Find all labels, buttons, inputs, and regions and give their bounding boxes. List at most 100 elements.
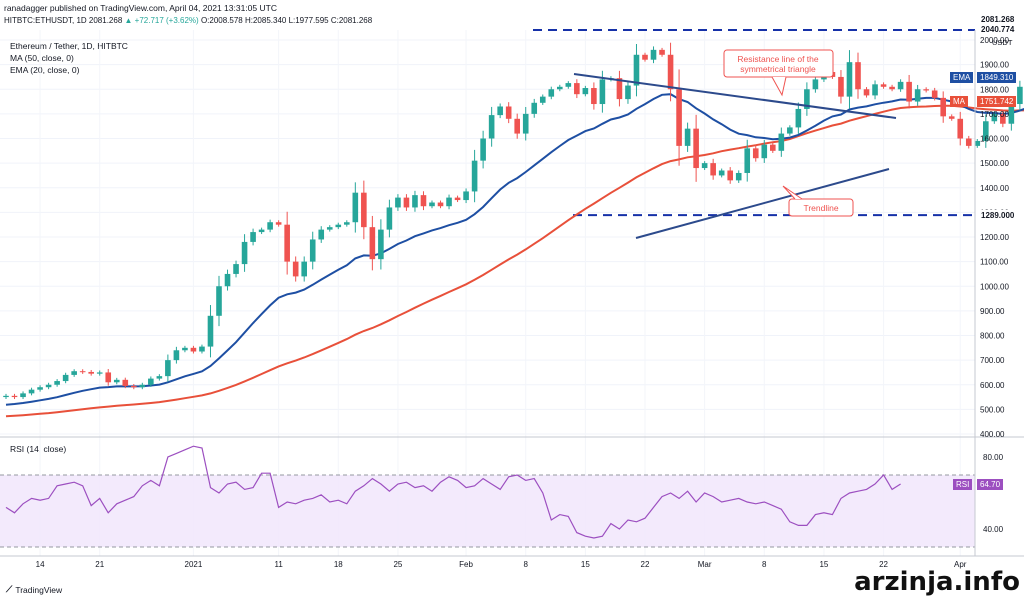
candle-body	[3, 395, 9, 398]
price-tick-label: 700.00	[980, 356, 1005, 365]
candle	[148, 376, 154, 387]
candle	[182, 345, 188, 353]
candle	[395, 194, 401, 211]
candle	[965, 135, 972, 149]
candle	[403, 194, 410, 211]
candle	[241, 234, 248, 272]
candle-body	[548, 89, 555, 97]
candle-body	[514, 118, 520, 134]
candle	[863, 87, 870, 98]
candle	[727, 167, 733, 184]
price-tick-label: 1000.00	[980, 282, 1009, 291]
candle-body	[838, 76, 844, 97]
ema-legend[interactable]: EMA (20, close, 0)	[10, 65, 80, 75]
time-tick-label: 18	[334, 560, 343, 569]
time-tick-label: 11	[274, 560, 283, 569]
price-tick-label: 1900.00	[980, 61, 1009, 70]
rsi-legend[interactable]: RSI (14, close)	[10, 444, 67, 454]
candle-body	[309, 239, 316, 262]
time-tick-label: 22	[879, 560, 888, 569]
candle-body	[301, 261, 307, 277]
candle	[113, 377, 120, 385]
candle-body	[199, 346, 205, 352]
candle	[633, 44, 640, 97]
time-tick-label: Apr	[954, 560, 967, 569]
level-price-tag: 2040.774	[978, 24, 1018, 36]
candle-body	[505, 106, 512, 119]
candle	[369, 215, 376, 271]
candle-body	[855, 62, 861, 90]
candle	[684, 122, 691, 152]
candle-body	[113, 379, 120, 383]
candle	[62, 372, 69, 384]
candle-body	[650, 49, 657, 60]
last-price-value: 2081.268	[88, 16, 123, 25]
time-tick-label: 2021	[185, 560, 203, 569]
candle	[352, 182, 359, 233]
candle	[378, 219, 384, 270]
levels-layer	[533, 28, 975, 217]
candle	[96, 370, 103, 376]
candle	[838, 70, 844, 104]
price-tick-label: 1800.00	[980, 85, 1009, 94]
candles-layer	[3, 42, 1023, 400]
candle	[3, 393, 9, 400]
candle-body	[122, 379, 129, 386]
candle-body	[872, 84, 878, 96]
candle-body	[531, 102, 538, 114]
candle-body	[96, 372, 103, 374]
candle	[880, 82, 887, 89]
candle	[412, 190, 418, 212]
candle-body	[684, 128, 691, 146]
candle-body	[386, 207, 393, 230]
candle	[326, 225, 333, 232]
candle	[497, 103, 503, 119]
ema-20-line	[5, 93, 1024, 406]
candle-body	[574, 83, 580, 95]
price-tick-label: 1400.00	[980, 184, 1009, 193]
candle-body	[45, 384, 52, 388]
axis-layer: 400.00 500.00 600.00 700.00 800.00 900.00 1000…	[0, 30, 1024, 569]
candle-body	[79, 371, 86, 373]
candle-body	[71, 371, 77, 375]
candle-body	[557, 86, 563, 90]
candle	[454, 195, 461, 203]
candle-body	[471, 160, 478, 192]
candle-body	[54, 381, 60, 385]
candle	[471, 149, 478, 203]
ma-legend[interactable]: MA (50, close, 0)	[10, 53, 74, 63]
price-tick-label: 800.00	[980, 332, 1005, 341]
candle-body	[463, 191, 469, 201]
ohlc-line: HITBTC:ETHUSDT, 1D 2081.268 ▲ +72.717 (+…	[4, 14, 372, 27]
candle-body	[173, 350, 180, 361]
ema-name-tag: EMA	[950, 71, 974, 83]
tradingview-logo[interactable]: ⟋ TradingView	[6, 584, 62, 595]
candle	[667, 42, 674, 102]
candle-body	[625, 85, 631, 100]
candle-body	[897, 81, 904, 90]
ohlc-values: O:2008.578 H:2085.340 L:1977.595 C:2081.…	[200, 16, 373, 25]
price-change: ▲ +72.717 (+3.62%)	[124, 16, 199, 25]
candle-body	[957, 118, 964, 139]
candle-body	[693, 128, 699, 169]
candle-body	[804, 89, 810, 109]
candle	[207, 305, 214, 358]
candle-body	[412, 195, 418, 208]
candle	[514, 113, 520, 139]
candle-body	[778, 133, 785, 151]
candle	[787, 125, 793, 136]
candle	[897, 79, 904, 92]
candle-body	[190, 347, 197, 352]
candle-body	[437, 202, 444, 207]
candle	[574, 79, 580, 99]
candle-body	[965, 138, 972, 146]
candle	[659, 47, 665, 57]
rsi-layer	[0, 445, 975, 548]
candle-body	[863, 89, 870, 96]
candle	[565, 81, 572, 89]
symbol-title[interactable]: Ethereum / Tether, 1D, HITBTC	[10, 41, 128, 51]
candle-body	[1008, 104, 1015, 124]
candle	[216, 275, 222, 327]
